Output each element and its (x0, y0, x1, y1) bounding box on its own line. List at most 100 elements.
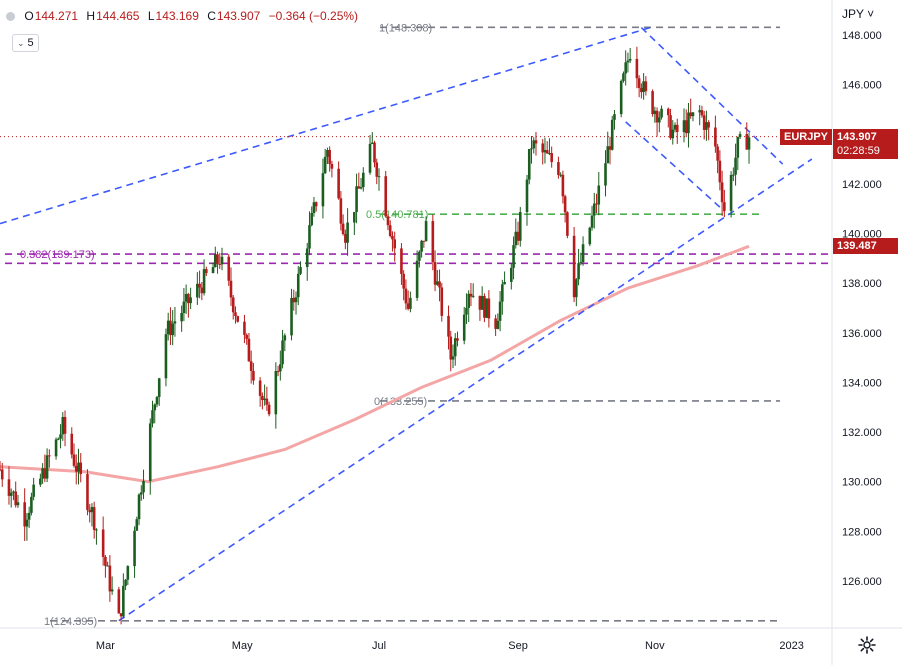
candle-body[interactable] (0, 469, 4, 480)
candle-body[interactable] (431, 221, 435, 263)
candle-body[interactable] (651, 91, 654, 115)
candle-body[interactable] (79, 462, 83, 475)
candle-body[interactable] (139, 492, 143, 495)
candle-body[interactable] (530, 148, 533, 150)
candle-body[interactable] (436, 281, 439, 285)
candle-body[interactable] (691, 112, 695, 117)
candle-body[interactable] (74, 465, 78, 472)
candle-body[interactable] (283, 335, 287, 341)
candle-body[interactable] (705, 122, 708, 130)
candle-body[interactable] (438, 281, 441, 288)
candle-body[interactable] (718, 160, 722, 183)
candle-body[interactable] (72, 454, 76, 466)
candle-body[interactable] (189, 297, 192, 304)
candle-body[interactable] (534, 140, 538, 144)
candle-body[interactable] (258, 380, 262, 396)
candle-body[interactable] (575, 279, 578, 298)
candle-body[interactable] (527, 149, 531, 180)
candle-body[interactable] (635, 58, 639, 79)
candle-body[interactable] (245, 334, 248, 339)
candle-body[interactable] (462, 314, 466, 341)
candle-body[interactable] (377, 176, 381, 178)
candle-body[interactable] (572, 235, 576, 298)
candle-body[interactable] (357, 186, 361, 189)
candle-body[interactable] (471, 295, 475, 297)
candle-body[interactable] (169, 320, 172, 336)
trendline[interactable] (118, 158, 813, 622)
candle-body[interactable] (451, 356, 455, 360)
candle-body[interactable] (119, 613, 123, 617)
candle-body[interactable] (723, 202, 726, 211)
candle-body[interactable] (370, 142, 374, 144)
candle-body[interactable] (61, 416, 65, 435)
candle-body[interactable] (218, 263, 222, 265)
candle-body[interactable] (687, 112, 690, 134)
candle-body[interactable] (43, 468, 47, 479)
candle-body[interactable] (249, 361, 253, 371)
candle-body[interactable] (613, 114, 616, 120)
candle-body[interactable] (487, 298, 491, 319)
candle-body[interactable] (707, 122, 710, 128)
candle-body[interactable] (117, 589, 121, 614)
candle-body[interactable] (653, 110, 657, 115)
candle-body[interactable] (525, 179, 529, 213)
candle-body[interactable] (328, 149, 331, 164)
candle-body[interactable] (344, 234, 347, 243)
candle-body[interactable] (157, 378, 161, 397)
candle-body[interactable] (402, 273, 405, 289)
candle-body[interactable] (41, 468, 44, 479)
candle-body[interactable] (290, 297, 293, 336)
candle-body[interactable] (265, 398, 269, 405)
candle-body[interactable] (675, 124, 679, 133)
candle-body[interactable] (361, 172, 365, 188)
candle-body[interactable] (14, 491, 17, 506)
candle-body[interactable] (153, 404, 157, 411)
candle-body[interactable] (702, 115, 706, 130)
candle-body[interactable] (92, 507, 96, 530)
plot-area[interactable] (0, 0, 832, 628)
candle-body[interactable] (261, 395, 264, 401)
candle-body[interactable] (236, 316, 240, 322)
candle-body[interactable] (512, 245, 515, 268)
candle-body[interactable] (424, 221, 428, 242)
candle-body[interactable] (63, 416, 67, 434)
candle-body[interactable] (281, 340, 284, 365)
volume-indicator[interactable]: ⌄ 5 (12, 34, 39, 52)
candle-body[interactable] (234, 312, 237, 317)
candle-body[interactable] (359, 187, 363, 189)
candle-body[interactable] (628, 58, 632, 61)
candle-body[interactable] (346, 222, 349, 243)
candle-body[interactable] (299, 267, 302, 274)
candle-body[interactable] (716, 146, 719, 161)
candle-body[interactable] (323, 156, 327, 174)
candle-body[interactable] (590, 215, 594, 228)
candle-body[interactable] (644, 81, 648, 92)
candle-body[interactable] (137, 494, 141, 520)
candle-body[interactable] (294, 297, 298, 303)
moving-average-line[interactable] (0, 244, 750, 484)
candle-body[interactable] (48, 455, 51, 457)
candle-body[interactable] (39, 478, 42, 485)
candle-body[interactable] (182, 301, 186, 313)
candle-body[interactable] (557, 162, 560, 175)
candle-body[interactable] (700, 110, 704, 116)
candle-body[interactable] (577, 263, 580, 280)
candle-body[interactable] (216, 254, 219, 264)
candle-body[interactable] (305, 248, 309, 268)
candle-body[interactable] (516, 231, 520, 241)
candle-body[interactable] (155, 396, 159, 405)
candle-body[interactable] (714, 127, 717, 147)
candle-body[interactable] (729, 174, 733, 211)
candle-body[interactable] (588, 227, 592, 245)
candle-body[interactable] (276, 370, 280, 372)
candle-body[interactable] (321, 173, 325, 207)
candle-body[interactable] (187, 293, 190, 304)
settings-gear-icon[interactable] (857, 635, 877, 655)
candle-body[interactable] (263, 398, 266, 401)
candle-body[interactable] (70, 433, 74, 455)
candle-body[interactable] (689, 112, 693, 117)
candle-body[interactable] (684, 120, 688, 134)
candle-body[interactable] (23, 502, 26, 527)
candle-body[interactable] (720, 182, 724, 203)
candle-body[interactable] (496, 320, 500, 329)
